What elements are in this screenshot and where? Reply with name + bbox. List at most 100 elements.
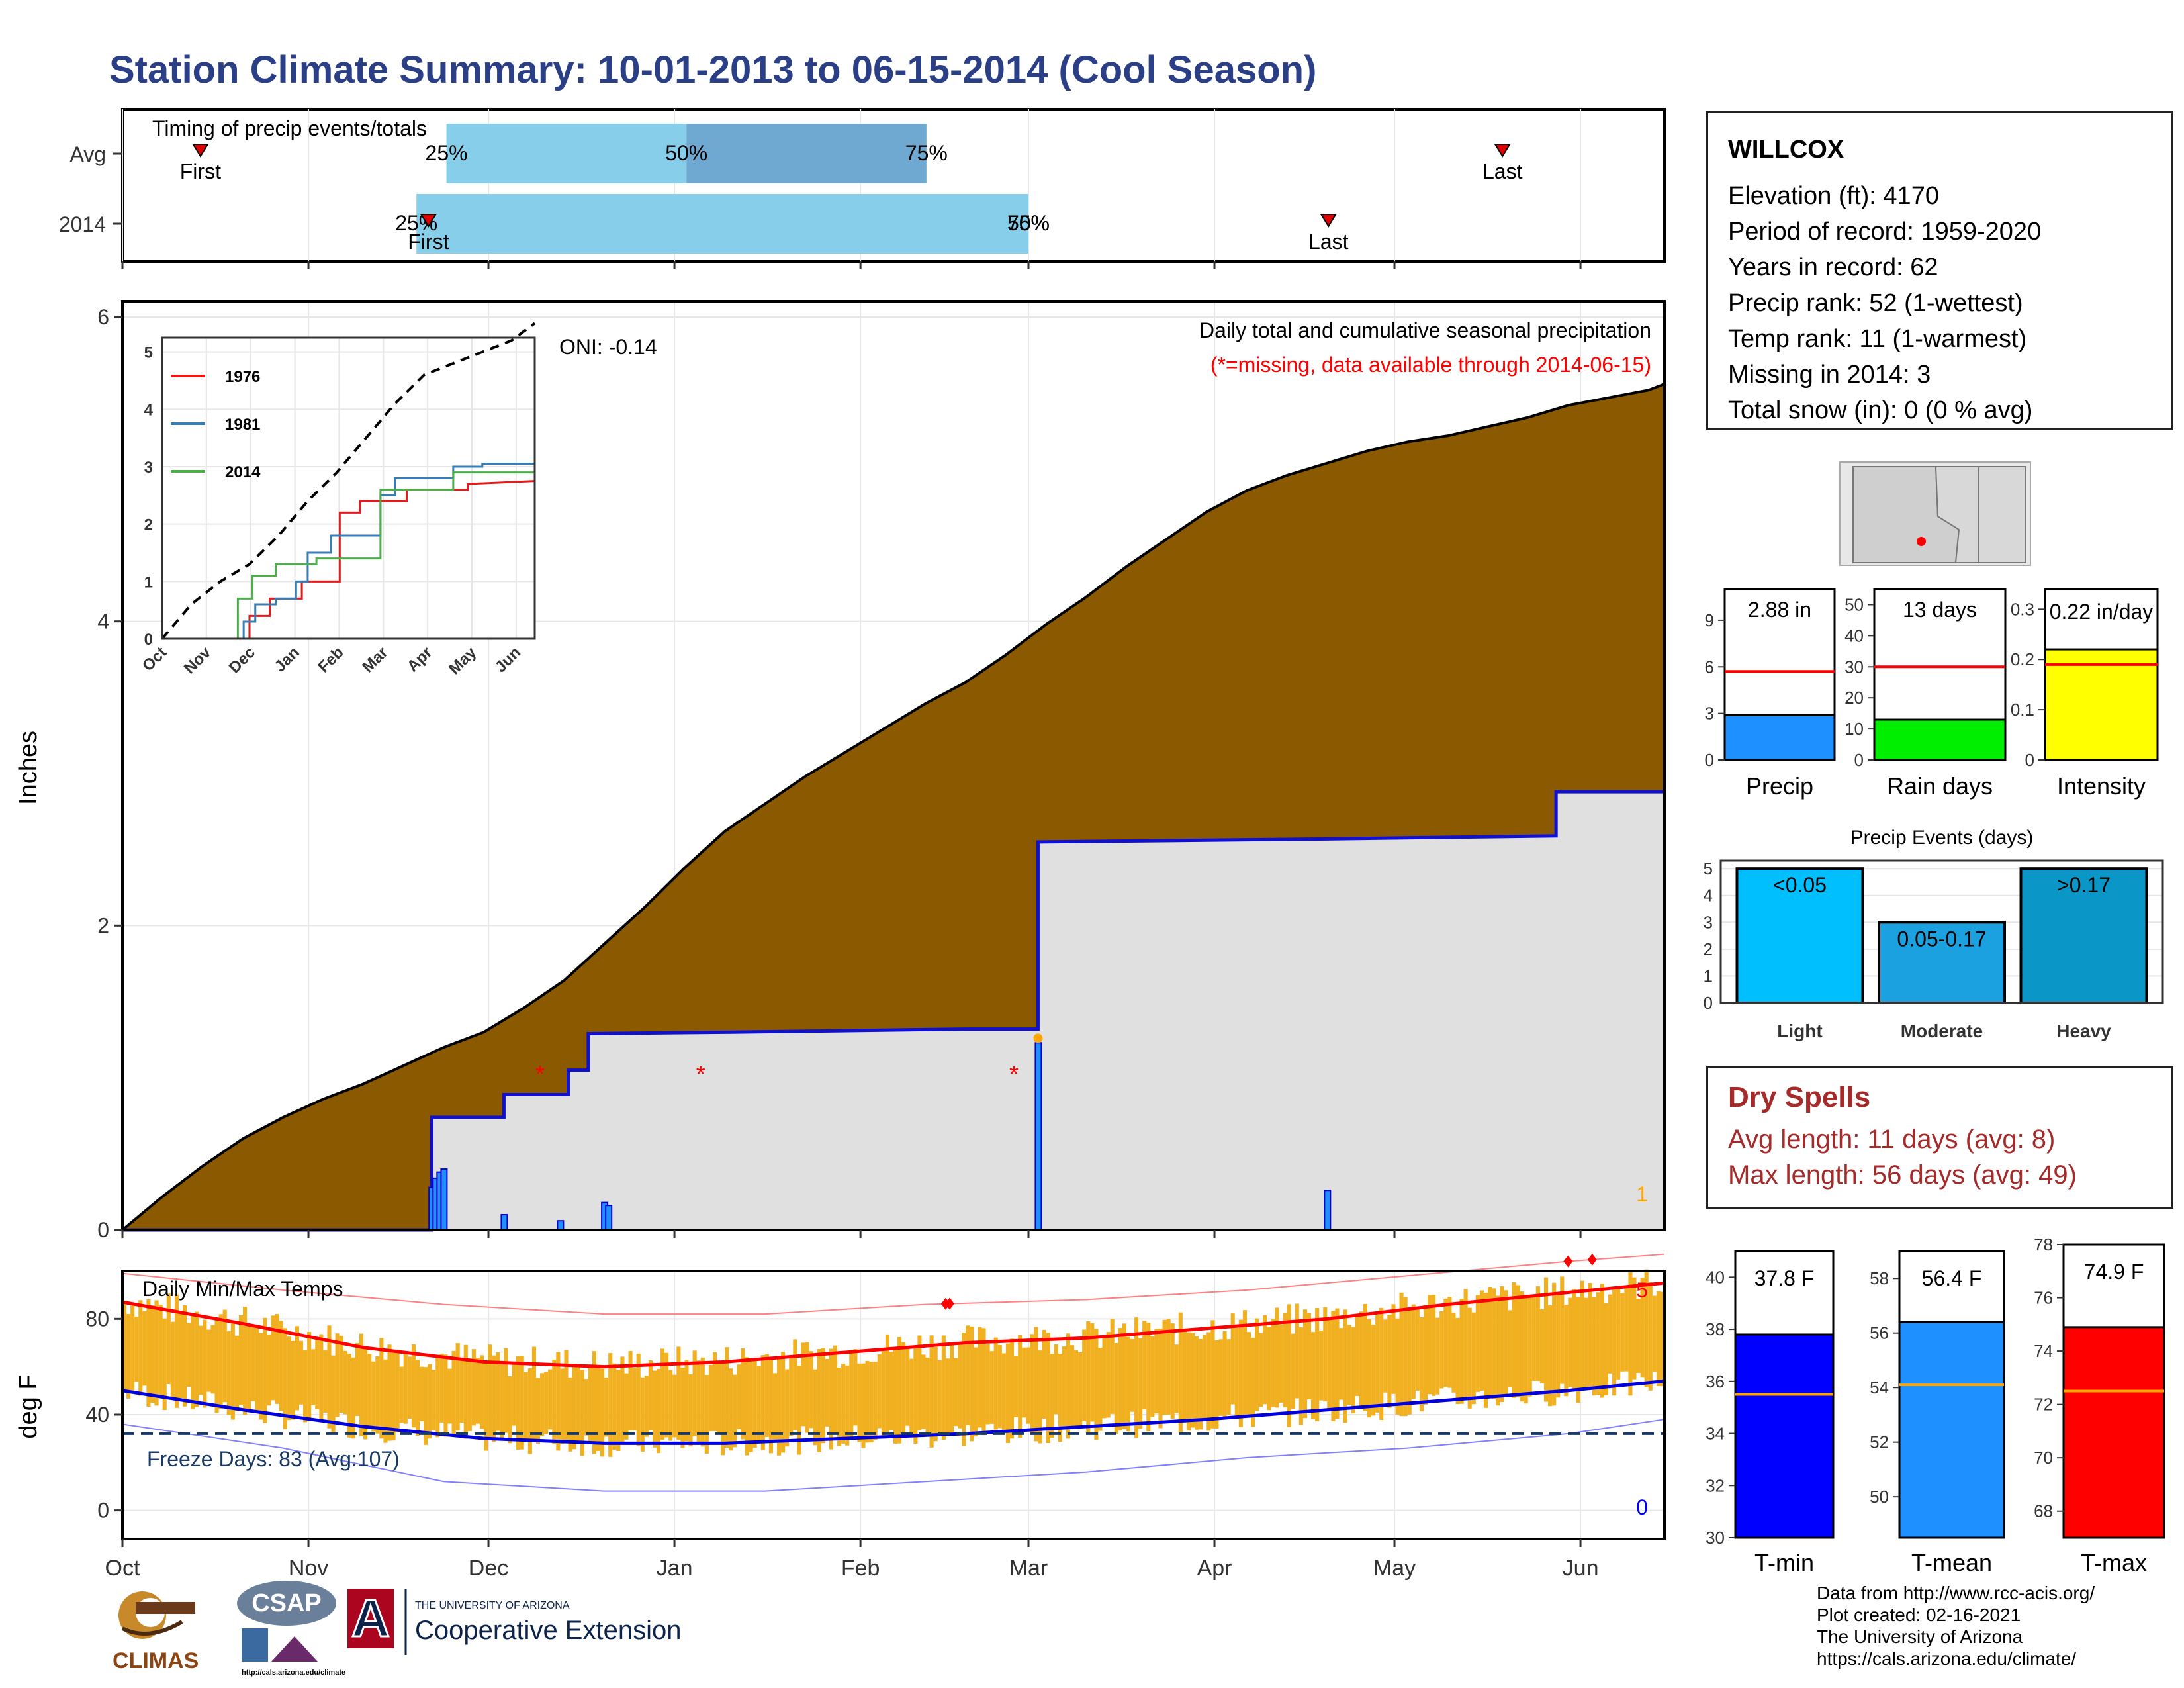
- timing-title: Timing of precip events/totals: [152, 117, 427, 140]
- temps-daily-bar: [218, 1314, 223, 1409]
- tsummary-bar-t-min: [1734, 1333, 1835, 1539]
- tsummary-bar-label: T-min: [1754, 1549, 1814, 1576]
- temps-daily-bar: [954, 1358, 958, 1427]
- temps-daily-bar: [648, 1360, 653, 1430]
- temps-daily-bar: [1210, 1320, 1215, 1429]
- temps-daily-bar: [752, 1358, 757, 1448]
- temps-daily-bar: [1001, 1353, 1006, 1433]
- temps-daily-bar: [933, 1346, 938, 1442]
- temps-daily-bar: [1263, 1315, 1267, 1405]
- temps-daily-bar: [1146, 1323, 1151, 1432]
- events-ytick-label: 1: [1704, 966, 1713, 986]
- timing-p75-label: 75%: [1007, 211, 1050, 235]
- temps-daily-bar: [535, 1378, 541, 1444]
- ua-large-text: Cooperative Extension: [415, 1616, 681, 1645]
- climas-wordmark: CLIMAS: [113, 1648, 199, 1673]
- temps-freeze-label: Freeze Days: 83 (Avg:107): [147, 1447, 400, 1471]
- temps-daily-bar: [183, 1305, 187, 1407]
- temp-summary-chart: 30 32 34 36 38 40 37.8 F T-min 50 52 54 56 58 56.4 F T…: [1706, 1235, 2165, 1576]
- temps-daily-bar: [825, 1359, 829, 1427]
- temps-daily-bar: [837, 1368, 842, 1446]
- tsummary-ytick-label: 32: [1706, 1476, 1725, 1495]
- temps-daily-bar: [841, 1364, 846, 1444]
- precip-ytick-label: 4: [97, 610, 109, 633]
- temps-daily-bar: [869, 1362, 874, 1443]
- precip-corner-count: 1: [1636, 1182, 1648, 1206]
- temps-daily-bar: [275, 1314, 279, 1404]
- temps-daily-bar: [737, 1364, 741, 1429]
- temps-daily-bar: [548, 1369, 553, 1430]
- tsummary-ytick-label: 72: [2034, 1395, 2053, 1415]
- temps-daily-bar: [1046, 1333, 1050, 1444]
- timing-p50-label: 50%: [665, 141, 707, 165]
- temps-daily-bar: [897, 1336, 902, 1444]
- temps-daily-bar: [443, 1354, 448, 1437]
- temps-daily-bar: [146, 1299, 151, 1407]
- tsummary-ytick-label: 36: [1706, 1372, 1725, 1391]
- temps-daily-bar: [287, 1336, 291, 1421]
- temps-daily-bar: [1295, 1303, 1299, 1399]
- temps-daily-bar: [1492, 1288, 1496, 1399]
- temps-daily-bar: [1311, 1332, 1316, 1420]
- temps-daily-bar: [1178, 1312, 1183, 1432]
- temps-daily-bar: [913, 1348, 918, 1444]
- events-bar-heavy: [2019, 867, 2148, 1004]
- temps-daily-bar: [1415, 1309, 1420, 1391]
- temps-daily-bar: [556, 1352, 561, 1451]
- temps-daily-bar: [1026, 1347, 1030, 1424]
- temps-daily-bar: [199, 1325, 203, 1395]
- summary-ytick-label: 6: [1705, 657, 1714, 677]
- temps-daily-bar: [1182, 1329, 1187, 1423]
- temps-daily-bar: [1539, 1309, 1544, 1383]
- precip-daily-bar: [557, 1220, 565, 1231]
- temps-daily-bar: [1411, 1304, 1416, 1399]
- tsummary-ytick-label: 70: [2034, 1448, 2053, 1468]
- ua-small-text: THE UNIVERSITY OF ARIZONA: [415, 1600, 570, 1611]
- temps-daily-bar: [1335, 1308, 1340, 1419]
- temps-daily-bar: [391, 1352, 396, 1441]
- footer-credit: Data from http://www.rcc-acis.org/ Plot …: [1817, 1583, 2095, 1669]
- tsummary-ytick-label: 40: [1706, 1267, 1725, 1287]
- temps-daily-bar: [191, 1314, 195, 1409]
- temps-daily-bar: [247, 1325, 251, 1411]
- temps-daily-bar: [1069, 1345, 1075, 1429]
- temps-daily-bar: [760, 1355, 765, 1450]
- summary-ytick-label: 0.1: [2011, 700, 2034, 720]
- temps-daily-bar: [1524, 1297, 1528, 1404]
- tsummary-value-label: 74.9 F: [2084, 1260, 2144, 1284]
- temps-daily-bar: [981, 1328, 986, 1436]
- temps-daily-bar: [688, 1374, 693, 1447]
- temps-daily-bar: [817, 1348, 821, 1452]
- temps-daily-bar: [1367, 1319, 1372, 1418]
- precip-ytick-label: 6: [97, 305, 109, 329]
- temps-xtick-label: Apr: [1197, 1556, 1232, 1581]
- temps-daily-bar: [455, 1343, 460, 1431]
- temps-daily-bar: [1628, 1270, 1633, 1396]
- temps-daily-bar: [1138, 1338, 1143, 1429]
- temps-daily-bar: [657, 1369, 661, 1454]
- timing-last-marker: [1320, 214, 1338, 228]
- temps-daily-bar: [1302, 1309, 1307, 1419]
- events-chart: Precip Events (days) <0.05 Light 0.05-0.17 M…: [1704, 827, 2164, 1041]
- temps-daily-bar: [1500, 1286, 1504, 1403]
- temps-daily-bar: [1399, 1292, 1404, 1417]
- temps-daily-bar: [1371, 1325, 1376, 1416]
- temps-daily-bar: [234, 1335, 239, 1411]
- temps-xtick-label: Jan: [657, 1556, 693, 1581]
- temps-daily-bar: [1170, 1323, 1175, 1419]
- temps-daily-bar: [733, 1374, 737, 1448]
- temps-daily-bar: [451, 1350, 456, 1436]
- temps-daily-bar: [432, 1370, 436, 1430]
- temps-daily-bar: [303, 1350, 308, 1423]
- temps-daily-bar: [1114, 1343, 1118, 1434]
- tsummary-ytick-label: 74: [2034, 1341, 2053, 1361]
- temps-daily-bar: [909, 1358, 914, 1436]
- tsummary-bar-t-max: [2062, 1326, 2165, 1539]
- temps-daily-bar: [809, 1351, 813, 1429]
- temps-daily-bar: [833, 1345, 838, 1433]
- temps-daily-bar: [1568, 1297, 1572, 1387]
- station-temp-rank: Temp rank: 11 (1-warmest): [1728, 325, 2027, 353]
- temps-daily-bar: [1516, 1285, 1520, 1397]
- temps-daily-bar: [1483, 1292, 1488, 1408]
